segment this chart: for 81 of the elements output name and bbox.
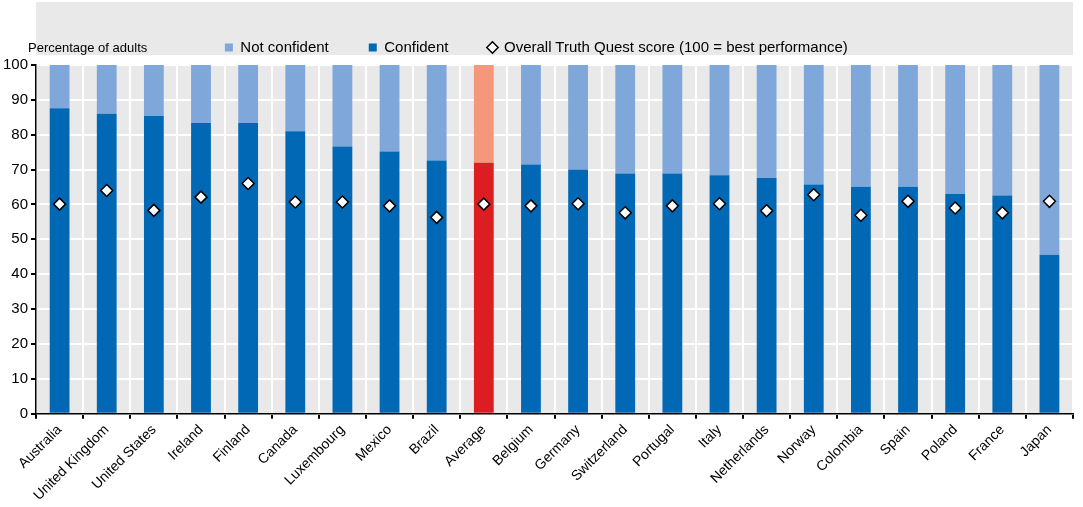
- bar: [49, 108, 70, 413]
- y-tick-label: 60: [11, 194, 29, 212]
- bar: [96, 113, 117, 413]
- point: [194, 190, 208, 204]
- bar: [709, 65, 730, 176]
- bar: [426, 65, 447, 161]
- point: [99, 183, 114, 198]
- bar: [568, 169, 588, 413]
- point: [665, 199, 680, 213]
- bar: [426, 160, 447, 413]
- point: [335, 195, 350, 209]
- y-tick-label: 100: [3, 55, 29, 73]
- y-tick-label: 80: [11, 124, 29, 142]
- y-tick-label: 90: [11, 90, 29, 108]
- point: [52, 197, 67, 211]
- bar: [379, 151, 400, 413]
- bar: [945, 65, 966, 195]
- bar: [850, 65, 871, 187]
- bar: [49, 65, 70, 109]
- point: [712, 197, 727, 211]
- bar: [521, 65, 541, 165]
- point: [1042, 194, 1057, 209]
- bar: [1039, 254, 1060, 413]
- bar: [662, 173, 683, 413]
- bar: [709, 175, 730, 413]
- point: [901, 194, 915, 209]
- point: [854, 208, 868, 223]
- bar: [898, 186, 918, 413]
- legend-label: Confident: [384, 37, 450, 55]
- point: [995, 206, 1010, 220]
- bar: [898, 65, 918, 187]
- bar: [662, 65, 683, 174]
- point: [571, 197, 585, 211]
- bar: [332, 146, 353, 413]
- y-tick-label: 30: [11, 299, 29, 317]
- bar: [473, 65, 494, 163]
- bar: [568, 65, 588, 170]
- point: [147, 203, 161, 218]
- bar: [803, 184, 824, 413]
- y-axis-title: Percentage of adults: [28, 40, 148, 56]
- bar: [143, 65, 164, 116]
- point: [288, 195, 303, 209]
- bar: [992, 195, 1013, 413]
- bar: [285, 65, 306, 132]
- bar: [96, 65, 117, 114]
- point: [759, 204, 774, 218]
- point: [429, 210, 444, 225]
- bar: [850, 186, 871, 413]
- bar: [615, 173, 636, 413]
- bar: [521, 164, 541, 413]
- point: [948, 201, 962, 215]
- bar: [379, 65, 400, 152]
- point: [241, 176, 255, 191]
- legend-label: Overall Truth Quest score (100 = best performance): [503, 37, 848, 55]
- bar: [191, 65, 211, 123]
- y-tick-label: 50: [11, 229, 29, 247]
- point: [524, 199, 538, 213]
- bar: [238, 65, 259, 123]
- bar: [992, 65, 1013, 196]
- point: [807, 187, 821, 202]
- y-tick-label: 40: [11, 264, 29, 282]
- point: [382, 199, 397, 213]
- bar: [803, 65, 824, 185]
- bar: [945, 194, 966, 413]
- point: [477, 197, 491, 211]
- bar: [285, 131, 306, 413]
- bar: [756, 177, 777, 413]
- bar: [191, 122, 211, 413]
- point: [618, 206, 632, 220]
- y-tick-label: 70: [11, 159, 29, 177]
- legend-label: Not confident: [240, 37, 330, 55]
- bar: [332, 65, 353, 147]
- y-tick-label: 0: [19, 403, 29, 421]
- y-tick-label: 10: [11, 368, 29, 386]
- bar: [473, 162, 494, 413]
- bar: [756, 65, 777, 178]
- y-tick-label: 20: [11, 334, 29, 352]
- bar: [143, 115, 164, 413]
- bar: [615, 65, 636, 174]
- bar: [238, 122, 259, 413]
- bar: [1039, 65, 1060, 255]
